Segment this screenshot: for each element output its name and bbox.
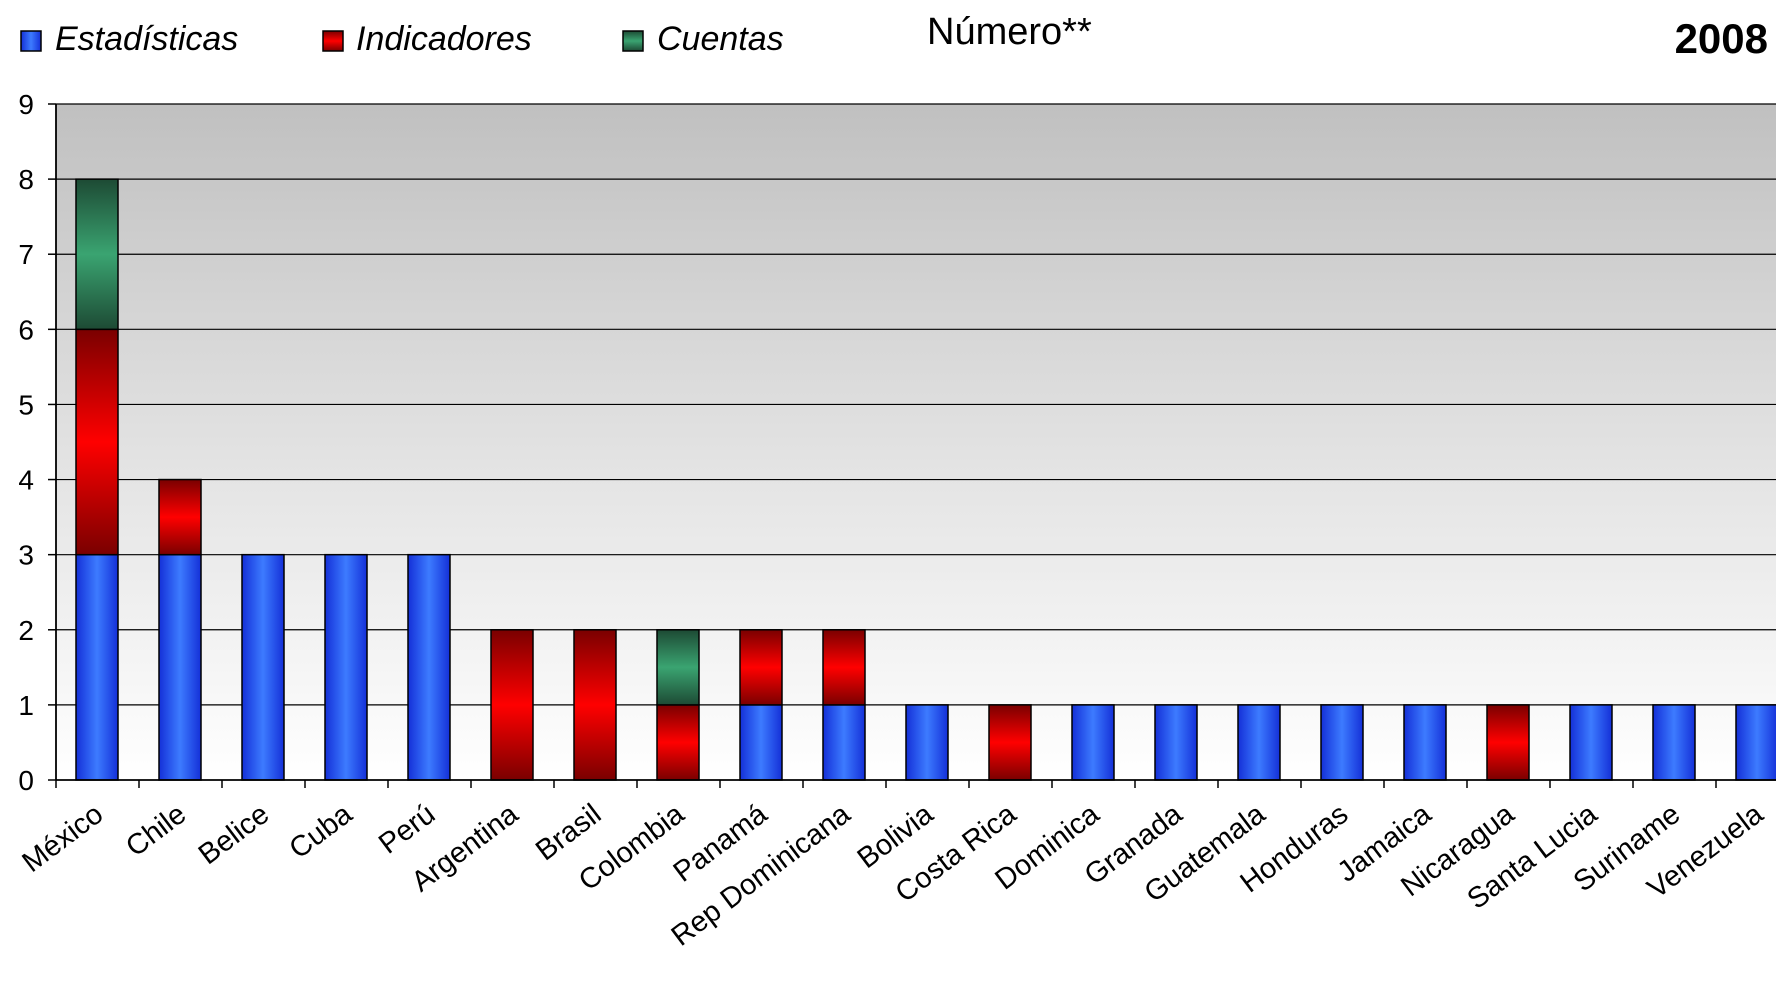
bar-dominica-estadisticas [1071,704,1115,781]
legend-swatch-indicadores [322,30,344,52]
bar-mexico-estadisticas [75,553,119,781]
bar-chile-indicadores [158,478,202,556]
x-tick-label-chile: Chile [120,798,192,863]
bar-rep-dominicana-estadisticas [822,704,866,781]
y-tick-label-3: 3 [18,540,34,571]
bar-granada-estadisticas [1154,704,1198,781]
bar-rep-dominicana-indicadores [822,629,866,706]
legend: Estadísticas Indicadores Cuentas [20,20,784,58]
bar-colombia-indicadores [656,704,700,781]
legend-swatch-cuentas [622,30,644,52]
x-tick-label-belice: Belice [193,798,275,871]
legend-label-indicadores: Indicadores [356,20,532,58]
y-tick-label-5: 5 [18,389,34,420]
legend-label-estadisticas: Estadísticas [55,20,238,58]
x-tick-label-mexico: México [17,798,110,879]
bar-jamaica-estadisticas [1403,704,1447,781]
axes [48,103,1776,788]
y-tick-label-6: 6 [18,314,34,345]
y-tick-label-1: 1 [18,690,34,721]
bar-chile-estadisticas [158,553,202,781]
bar-cuba-estadisticas [324,553,368,781]
bar-guatemala-estadisticas [1237,704,1281,781]
bar-panama-estadisticas [739,704,783,781]
y-tick-labels: 0 1 2 3 4 5 6 7 8 9 [18,89,34,796]
x-tick-label-peru: Perú [373,798,441,860]
y-tick-label-9: 9 [18,89,34,120]
legend-item-estadisticas: Estadísticas [20,20,238,58]
y-tick-label-8: 8 [18,164,34,195]
legend-label-cuentas: Cuentas [657,20,784,58]
y-tick-label-0: 0 [18,765,34,796]
chart-title: Número** [927,11,1092,53]
x-tick-label-cuba: Cuba [284,798,359,866]
y-tick-label-2: 2 [18,615,34,646]
legend-item-indicadores: Indicadores [322,20,532,58]
bar-costa-rica-indicadores [988,704,1032,781]
bar-brasil-indicadores [573,629,617,781]
bar-peru-estadisticas [407,553,451,781]
bar-belice-estadisticas [241,553,285,781]
bar-venezuela-estadisticas [1735,704,1776,781]
bar-nicaragua-indicadores [1486,704,1530,781]
bar-honduras-estadisticas [1320,704,1364,781]
legend-item-cuentas: Cuentas [622,20,784,58]
legend-swatch-estadisticas [20,30,42,52]
bar-argentina-indicadores [490,629,534,781]
bar-bolivia-estadisticas [905,704,949,781]
bar-suriname-estadisticas [1652,704,1696,781]
bar-mexico-cuentas [75,178,119,331]
plot-area-background [56,104,1776,780]
bar-mexico-indicadores [75,328,119,556]
y-tick-label-4: 4 [18,465,34,496]
year-label: 2008 [1675,15,1768,62]
bars [75,178,1776,781]
bar-santa-lucia-estadisticas [1569,704,1613,781]
bar-colombia-cuentas [656,629,700,706]
bar-panama-indicadores [739,629,783,706]
y-tick-label-7: 7 [18,239,34,270]
